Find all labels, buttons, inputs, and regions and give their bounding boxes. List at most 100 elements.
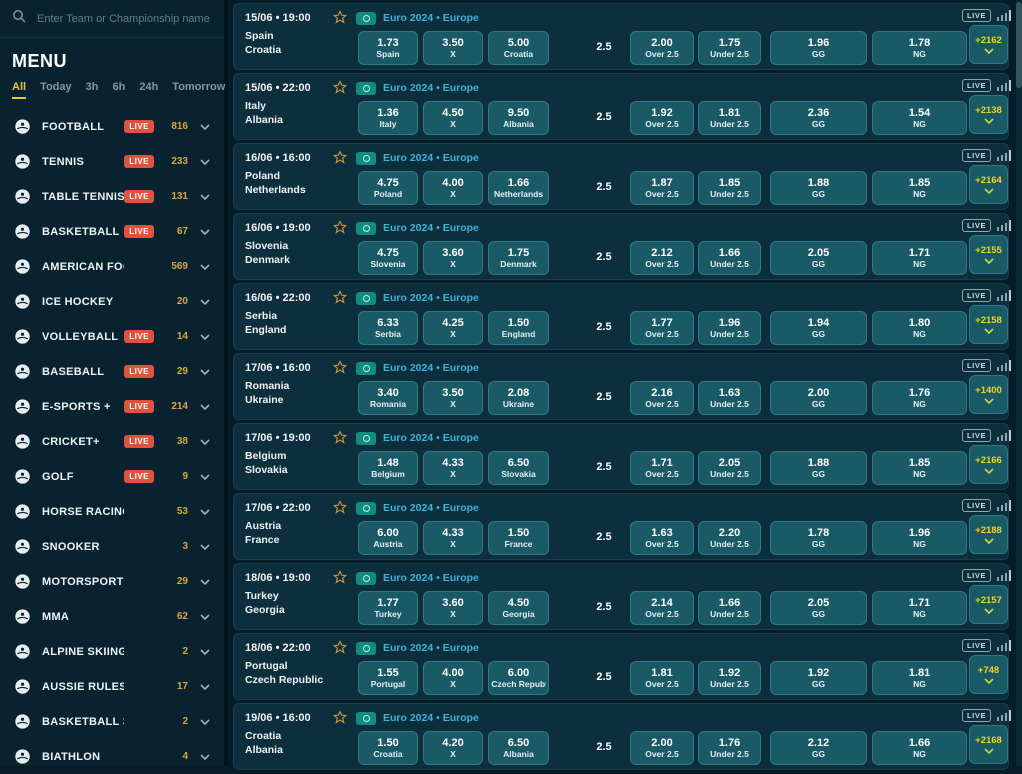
stats-bars-icon[interactable] <box>997 80 1012 91</box>
odds-draw-button[interactable]: 4.20 X <box>423 731 483 765</box>
odds-away-button[interactable]: 1.66 Netherlands <box>488 171 549 205</box>
more-bets-button[interactable]: +2157 <box>969 585 1008 624</box>
match-teams[interactable]: Spain Croatia <box>245 30 353 57</box>
ng-odds-button[interactable]: 1.66 NG <box>872 731 967 765</box>
chevron-down-icon[interactable] <box>198 473 212 480</box>
sidebar-item-golf[interactable]: GOLF LIVE 9 <box>0 459 224 494</box>
over-odds-button[interactable]: 2.14 Over 2.5 <box>630 591 694 625</box>
odds-away-button[interactable]: 1.50 England <box>488 311 549 345</box>
under-odds-button[interactable]: 1.66 Under 2.5 <box>698 591 761 625</box>
sidebar-item-volleyball[interactable]: VOLLEYBALL LIVE 14 <box>0 319 224 354</box>
match-teams[interactable]: Turkey Georgia <box>245 590 353 617</box>
more-bets-button[interactable]: +2162 <box>969 25 1008 64</box>
odds-home-button[interactable]: 1.77 Turkey <box>358 591 418 625</box>
odds-draw-button[interactable]: 3.50 X <box>423 31 483 65</box>
sidebar-item-alpine-skiing[interactable]: ALPINE SKIING LIVE 2 <box>0 634 224 669</box>
over-odds-button[interactable]: 1.77 Over 2.5 <box>630 311 694 345</box>
over-odds-button[interactable]: 2.16 Over 2.5 <box>630 381 694 415</box>
over-odds-button[interactable]: 1.63 Over 2.5 <box>630 521 694 555</box>
sidebar-item-tennis[interactable]: TENNIS LIVE 233 <box>0 144 224 179</box>
favorite-star-icon[interactable] <box>332 220 348 239</box>
ng-odds-button[interactable]: 1.85 NG <box>872 451 967 485</box>
over-odds-button[interactable]: 2.00 Over 2.5 <box>630 731 694 765</box>
under-odds-button[interactable]: 1.81 Under 2.5 <box>698 101 761 135</box>
chevron-down-icon[interactable] <box>198 753 212 760</box>
sidebar-item-horse-racing[interactable]: HORSE RACING LIVE 53 <box>0 494 224 529</box>
odds-draw-button[interactable]: 4.00 X <box>423 661 483 695</box>
over-odds-button[interactable]: 2.12 Over 2.5 <box>630 241 694 275</box>
more-bets-button[interactable]: +2168 <box>969 725 1008 764</box>
under-odds-button[interactable]: 1.85 Under 2.5 <box>698 171 761 205</box>
over-odds-button[interactable]: 1.92 Over 2.5 <box>630 101 694 135</box>
odds-home-button[interactable]: 1.73 Spain <box>358 31 418 65</box>
favorite-star-icon[interactable] <box>332 640 348 659</box>
over-odds-button[interactable]: 1.71 Over 2.5 <box>630 451 694 485</box>
match-teams[interactable]: Austria France <box>245 520 353 547</box>
gg-odds-button[interactable]: 1.88 GG <box>770 451 867 485</box>
sidebar-item-motorsports[interactable]: MOTORSPORTS LIVE 29 <box>0 564 224 599</box>
gg-odds-button[interactable]: 2.36 GG <box>770 101 867 135</box>
sidebar-item-mma[interactable]: MMA LIVE 62 <box>0 599 224 634</box>
sidebar-item-cricket[interactable]: CRICKET+ LIVE 38 <box>0 424 224 459</box>
odds-draw-button[interactable]: 4.33 X <box>423 451 483 485</box>
odds-home-button[interactable]: 1.48 Belgium <box>358 451 418 485</box>
odds-draw-button[interactable]: 3.60 X <box>423 241 483 275</box>
chevron-down-icon[interactable] <box>198 123 212 130</box>
chevron-down-icon[interactable] <box>198 718 212 725</box>
stats-bars-icon[interactable] <box>997 150 1012 161</box>
filter-tab[interactable]: Today <box>40 81 72 99</box>
odds-away-button[interactable]: 1.50 France <box>488 521 549 555</box>
chevron-down-icon[interactable] <box>198 193 212 200</box>
over-odds-button[interactable]: 1.81 Over 2.5 <box>630 661 694 695</box>
favorite-star-icon[interactable] <box>332 290 348 309</box>
odds-away-button[interactable]: 6.50 Slovakia <box>488 451 549 485</box>
favorite-star-icon[interactable] <box>332 10 348 29</box>
sidebar-item-basketball[interactable]: BASKETBALL LIVE 67 <box>0 214 224 249</box>
stats-bars-icon[interactable] <box>997 360 1012 371</box>
sidebar-item-e-sports[interactable]: E-SPORTS + LIVE 214 <box>0 389 224 424</box>
search-input[interactable] <box>35 11 212 26</box>
ng-odds-button[interactable]: 1.85 NG <box>872 171 967 205</box>
chevron-down-icon[interactable] <box>198 438 212 445</box>
more-bets-button[interactable]: +748 <box>969 655 1008 694</box>
more-bets-button[interactable]: +2155 <box>969 235 1008 274</box>
sidebar-item-biathlon[interactable]: BIATHLON LIVE 4 <box>0 739 224 774</box>
sidebar-item-baseball[interactable]: BASEBALL LIVE 29 <box>0 354 224 389</box>
sidebar-item-football[interactable]: FOOTBALL LIVE 816 <box>0 109 224 144</box>
match-teams[interactable]: Belgium Slovakia <box>245 450 353 477</box>
gg-odds-button[interactable]: 2.05 GG <box>770 591 867 625</box>
ng-odds-button[interactable]: 1.78 NG <box>872 31 967 65</box>
odds-home-button[interactable]: 1.50 Croatia <box>358 731 418 765</box>
favorite-star-icon[interactable] <box>332 570 348 589</box>
ng-odds-button[interactable]: 1.76 NG <box>872 381 967 415</box>
odds-home-button[interactable]: 6.33 Serbia <box>358 311 418 345</box>
match-teams[interactable]: Portugal Czech Republic <box>245 660 353 687</box>
scrollbar-thumb[interactable] <box>1016 2 1022 88</box>
chevron-down-icon[interactable] <box>198 368 212 375</box>
odds-away-button[interactable]: 6.00 Czech Republic <box>488 661 549 695</box>
sidebar-item-table-tennis[interactable]: TABLE TENNIS LIVE 131 <box>0 179 224 214</box>
more-bets-button[interactable]: +2138 <box>969 95 1008 134</box>
filter-tab[interactable]: 3h <box>86 81 99 99</box>
under-odds-button[interactable]: 2.20 Under 2.5 <box>698 521 761 555</box>
sidebar-item-american-football[interactable]: AMERICAN FOOTBALL LIVE 569 <box>0 249 224 284</box>
gg-odds-button[interactable]: 2.00 GG <box>770 381 867 415</box>
chevron-down-icon[interactable] <box>198 333 212 340</box>
chevron-down-icon[interactable] <box>198 648 212 655</box>
odds-home-button[interactable]: 6.00 Austria <box>358 521 418 555</box>
more-bets-button[interactable]: +1400 <box>969 375 1008 414</box>
filter-tab[interactable]: 24h <box>139 81 158 99</box>
chevron-down-icon[interactable] <box>198 613 212 620</box>
ng-odds-button[interactable]: 1.54 NG <box>872 101 967 135</box>
gg-odds-button[interactable]: 2.05 GG <box>770 241 867 275</box>
odds-away-button[interactable]: 6.50 Albania <box>488 731 549 765</box>
stats-bars-icon[interactable] <box>997 430 1012 441</box>
stats-bars-icon[interactable] <box>997 710 1012 721</box>
gg-odds-button[interactable]: 1.92 GG <box>770 661 867 695</box>
league-name[interactable]: Euro 2024 • Europe <box>383 712 479 724</box>
match-teams[interactable]: Slovenia Denmark <box>245 240 353 267</box>
sidebar-item-basketball-3x3[interactable]: BASKETBALL 3X3 LIVE 2 <box>0 704 224 739</box>
odds-home-button[interactable]: 1.36 Italy <box>358 101 418 135</box>
odds-away-button[interactable]: 1.75 Denmark <box>488 241 549 275</box>
odds-home-button[interactable]: 4.75 Slovenia <box>358 241 418 275</box>
